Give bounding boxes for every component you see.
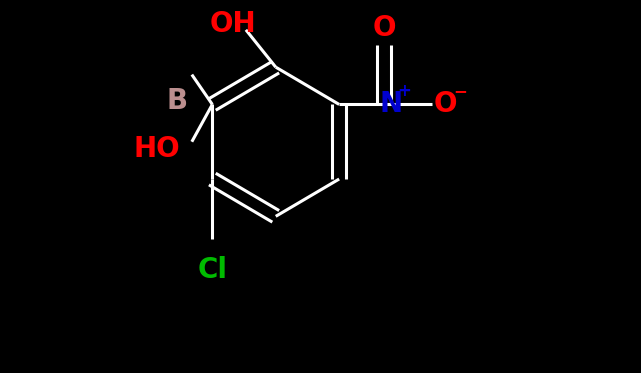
Text: −: − <box>453 82 467 100</box>
Text: O: O <box>372 14 395 42</box>
Text: HO: HO <box>133 135 179 163</box>
Text: N: N <box>380 90 403 119</box>
Text: O: O <box>434 90 457 119</box>
Text: OH: OH <box>210 10 256 38</box>
Text: B: B <box>166 87 187 115</box>
Text: +: + <box>397 82 412 100</box>
Text: Cl: Cl <box>197 256 228 285</box>
